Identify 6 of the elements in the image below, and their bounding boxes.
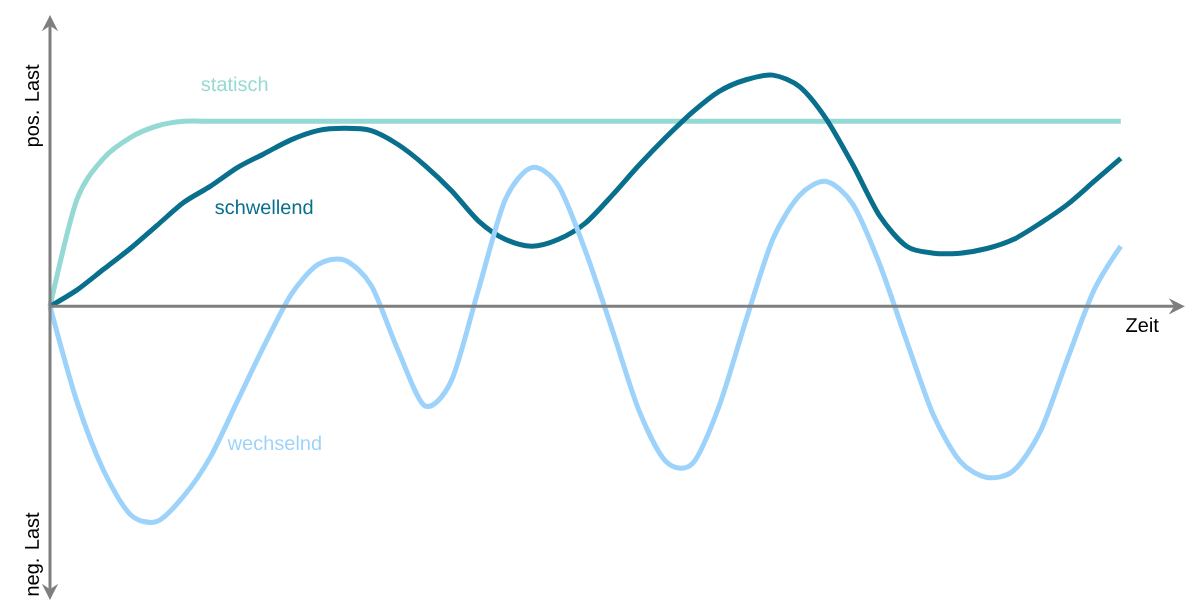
series-label: statisch xyxy=(201,76,268,92)
series-label: schwellend xyxy=(215,199,313,215)
x-axis-title: Zeit xyxy=(1126,317,1159,333)
annotation: neg. Last xyxy=(25,512,43,596)
series-label: wechselnd xyxy=(227,435,321,451)
annotation: pos. Last xyxy=(25,64,43,147)
